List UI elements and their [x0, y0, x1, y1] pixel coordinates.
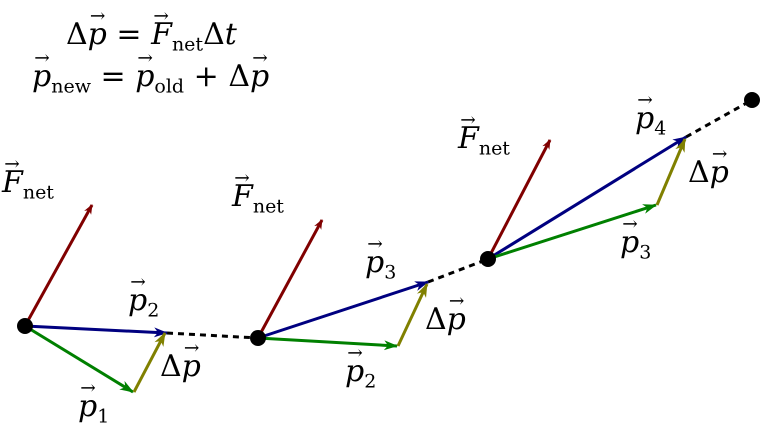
- equation-momentum-update: pnew = pold + Δp: [32, 50, 269, 97]
- p-new-arrow: [257, 280, 429, 340]
- trajectory-dash: [166, 331, 259, 340]
- subscript: 4: [654, 117, 667, 140]
- vector-symbol: p: [128, 274, 147, 316]
- subscript: 3: [639, 241, 652, 264]
- force-arrow: [23, 204, 94, 327]
- label-p-old: p1: [78, 380, 110, 428]
- trajectory-dash: [685, 98, 753, 139]
- vector-symbol: p: [447, 293, 466, 335]
- label-p-new: p4: [635, 92, 667, 140]
- label-p-new: p3: [365, 236, 397, 284]
- equation-momentum-change: Δp = FnetΔt: [66, 8, 237, 55]
- vector-symbol: p: [635, 92, 654, 134]
- p-new-arrow: [487, 135, 687, 261]
- vector-symbol: F: [458, 112, 479, 154]
- label-force: Fnet: [2, 156, 54, 204]
- p-old-arrow: [24, 324, 134, 394]
- label-force: Fnet: [232, 170, 284, 218]
- subscript: net: [478, 137, 510, 160]
- label-delta: Δp: [688, 146, 729, 190]
- p-old-arrow: [257, 336, 398, 351]
- label-p-old: p2: [345, 345, 377, 393]
- label-p-new: p2: [128, 274, 160, 322]
- vector-symbol: p: [620, 216, 639, 258]
- trajectory-dash: [427, 257, 489, 284]
- vector-symbol: p: [345, 345, 364, 387]
- subscript: 2: [147, 299, 160, 322]
- delta-symbol: Δ: [688, 155, 710, 190]
- force-arrow: [256, 219, 324, 339]
- position-point: [480, 251, 496, 267]
- label-force: Fnet: [458, 112, 510, 160]
- p-new-arrow: [24, 324, 168, 338]
- vector-symbol: p: [365, 236, 384, 278]
- force-arrow: [486, 139, 552, 260]
- subscript: 2: [364, 370, 377, 393]
- subscript: net: [252, 195, 284, 218]
- position-point: [744, 92, 760, 108]
- vector-symbol: p: [182, 340, 201, 382]
- label-delta: Δp: [425, 293, 466, 337]
- delta-p-arrow: [396, 283, 429, 347]
- delta-p-arrow: [655, 138, 687, 206]
- position-point: [250, 330, 266, 346]
- subscript: net: [22, 181, 54, 204]
- vector-symbol: F: [232, 170, 253, 212]
- delta-symbol: Δ: [425, 302, 447, 337]
- label-delta: Δp: [160, 340, 201, 384]
- label-p-old: p3: [620, 216, 652, 264]
- delta-p-arrow: [132, 332, 167, 393]
- vector-symbol: p: [78, 380, 97, 422]
- vector-symbol: F: [2, 156, 23, 198]
- position-point: [17, 318, 33, 334]
- vector-symbol: p: [710, 146, 729, 188]
- subscript: 1: [97, 405, 110, 428]
- delta-symbol: Δ: [160, 349, 182, 384]
- subscript: 3: [384, 261, 397, 284]
